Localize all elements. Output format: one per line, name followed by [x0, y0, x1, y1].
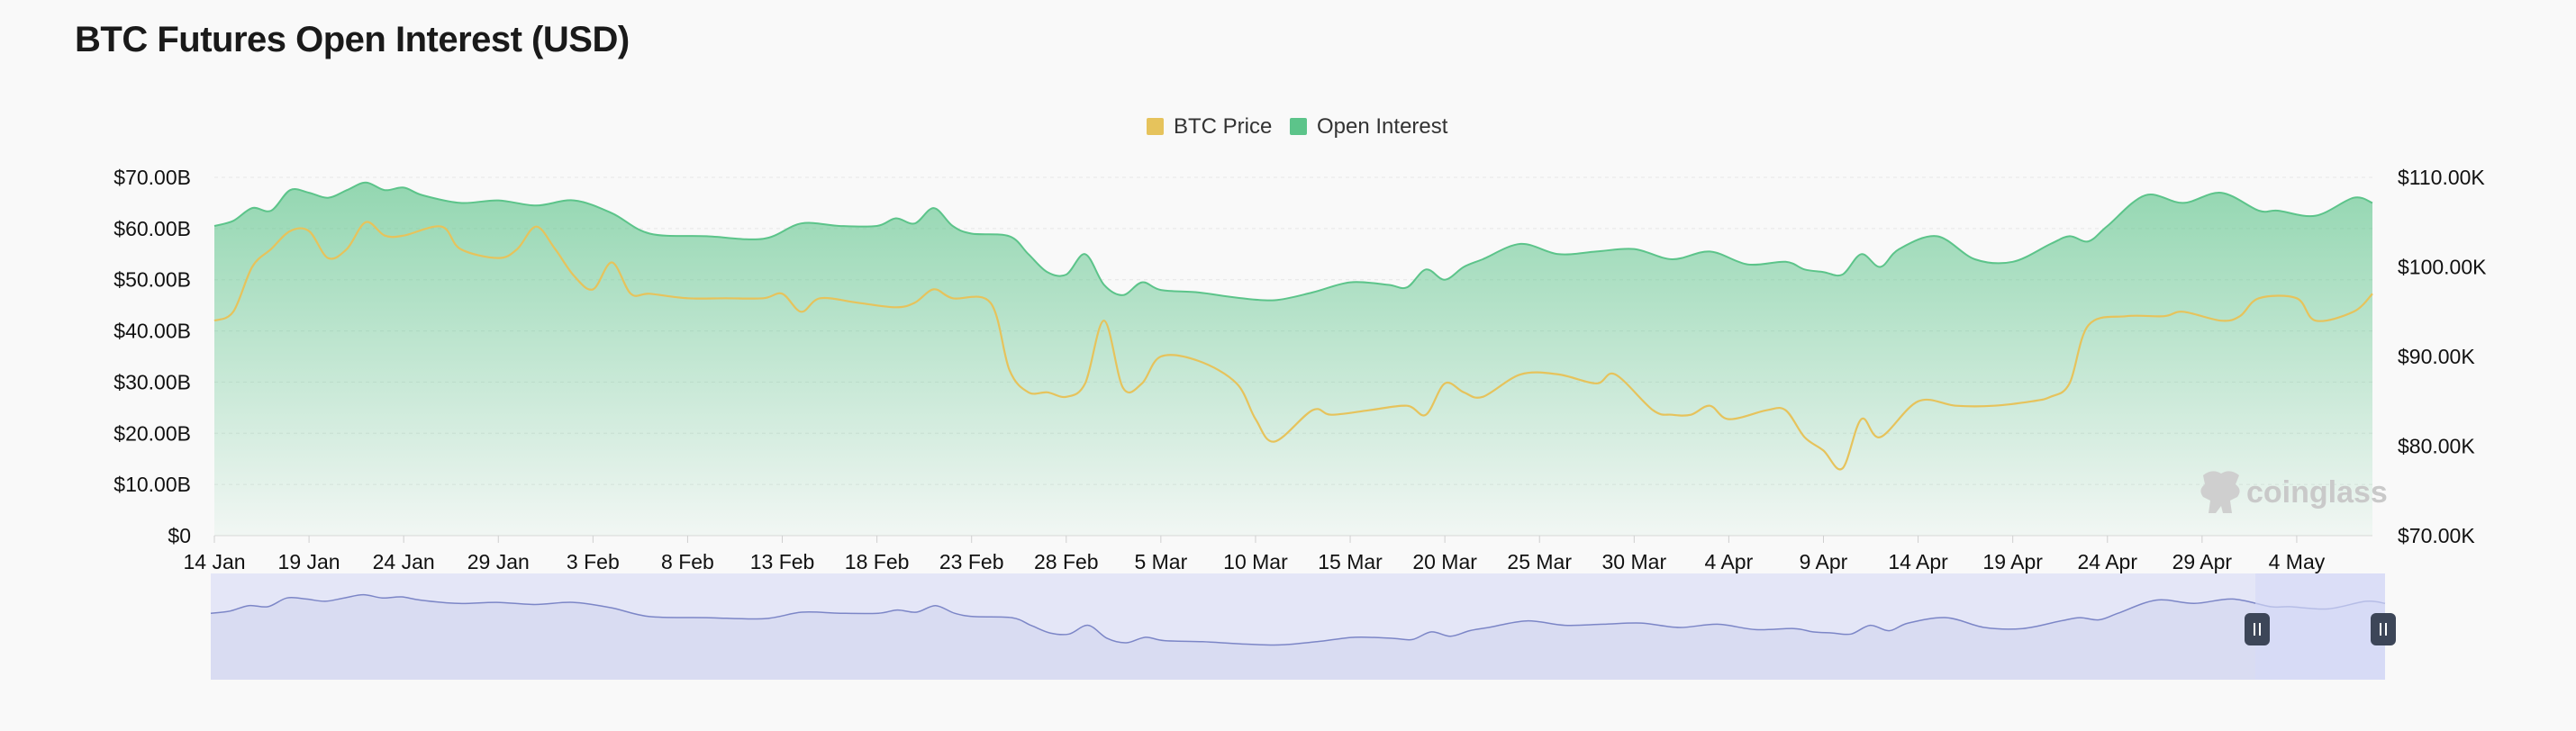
legend-swatch-btc-price: [1147, 118, 1164, 135]
x-tick-label: 14 Apr: [1888, 550, 1948, 573]
y-left-tick-label: $0: [168, 524, 191, 547]
range-navigator[interactable]: [210, 573, 2396, 680]
x-tick-label: 24 Jan: [373, 550, 435, 573]
open-interest-area: [214, 182, 2372, 536]
x-tick-label: 29 Apr: [2172, 550, 2233, 573]
x-tick-label: 24 Apr: [2078, 550, 2138, 573]
x-tick-label: 18 Feb: [845, 550, 910, 573]
y-left-tick-label: $30.00B: [113, 370, 191, 393]
y-right-tick-label: $70.00K: [2398, 524, 2475, 547]
x-tick-label: 23 Feb: [939, 550, 1004, 573]
y-right-tick-label: $90.00K: [2398, 345, 2475, 368]
x-tick-label: 19 Jan: [278, 550, 340, 573]
navigator-line: [210, 593, 2386, 646]
x-tick-label: 5 Mar: [1134, 550, 1187, 573]
y-left-tick-label: $70.00B: [113, 166, 191, 189]
coinglass-logo-icon: [2200, 471, 2240, 513]
legend-swatch-open-interest: [1290, 118, 1307, 135]
x-tick-label: 19 Apr: [1982, 550, 2043, 573]
x-tick-label: 8 Feb: [661, 550, 714, 573]
x-tick-label: 4 Apr: [1705, 550, 1754, 573]
y-right-tick-label: $100.00K: [2398, 256, 2487, 279]
x-tick-label: 20 Mar: [1412, 550, 1477, 573]
navigator-right-handle[interactable]: [2371, 613, 2396, 645]
page-title: BTC Futures Open Interest (USD): [75, 20, 630, 59]
y-left-tick-label: $60.00B: [113, 217, 191, 240]
right-y-axis: $70.00K $80.00K $90.00K $100.00K $110.00K: [2398, 166, 2487, 547]
x-tick-label: 3 Feb: [567, 550, 620, 573]
x-tick-label: 25 Mar: [1507, 550, 1572, 573]
open-interest-line: [213, 181, 2373, 302]
y-right-tick-label: $80.00K: [2398, 435, 2475, 458]
watermark-text: coinglass: [2246, 475, 2388, 510]
x-tick-label: 28 Feb: [1034, 550, 1099, 573]
left-y-axis: $0 $10.00B $20.00B $30.00B $40.00B $50.00B $60…: [113, 166, 191, 547]
x-tick-label: 29 Jan: [467, 550, 530, 573]
btc-price-line: [213, 221, 2373, 471]
open-interest-series: [213, 181, 2373, 536]
navigator-left-handle[interactable]: [2245, 613, 2270, 645]
coinglass-watermark: coinglass: [2200, 471, 2388, 513]
navigator-area: [211, 594, 2385, 680]
legend-label-btc-price: BTC Price: [1174, 114, 1272, 139]
navigator-selected-range[interactable]: [2255, 573, 2385, 680]
y-left-tick-label: $20.00B: [113, 421, 191, 445]
x-tick-label: 10 Mar: [1223, 550, 1288, 573]
y-left-tick-label: $10.00B: [113, 473, 191, 496]
legend-label-open-interest: Open Interest: [1317, 114, 1448, 139]
x-tick-label: 4 May: [2269, 550, 2326, 573]
y-left-tick-label: $40.00B: [113, 320, 191, 343]
x-tick-label: 14 Jan: [183, 550, 245, 573]
y-left-tick-label: $50.00B: [113, 268, 191, 292]
x-tick-label: 9 Apr: [1800, 550, 1848, 573]
x-axis: 14 Jan 19 Jan 24 Jan 29 Jan 3 Feb 8 Feb 13 Feb…: [183, 536, 2326, 573]
legend[interactable]: BTC Price Open Interest: [1147, 114, 1448, 139]
x-tick-label: 15 Mar: [1318, 550, 1383, 573]
x-tick-label: 13 Feb: [750, 550, 815, 573]
btc-price-series: [213, 221, 2373, 471]
y-right-tick-label: $110.00K: [2398, 166, 2485, 189]
x-tick-label: 30 Mar: [1602, 550, 1667, 573]
